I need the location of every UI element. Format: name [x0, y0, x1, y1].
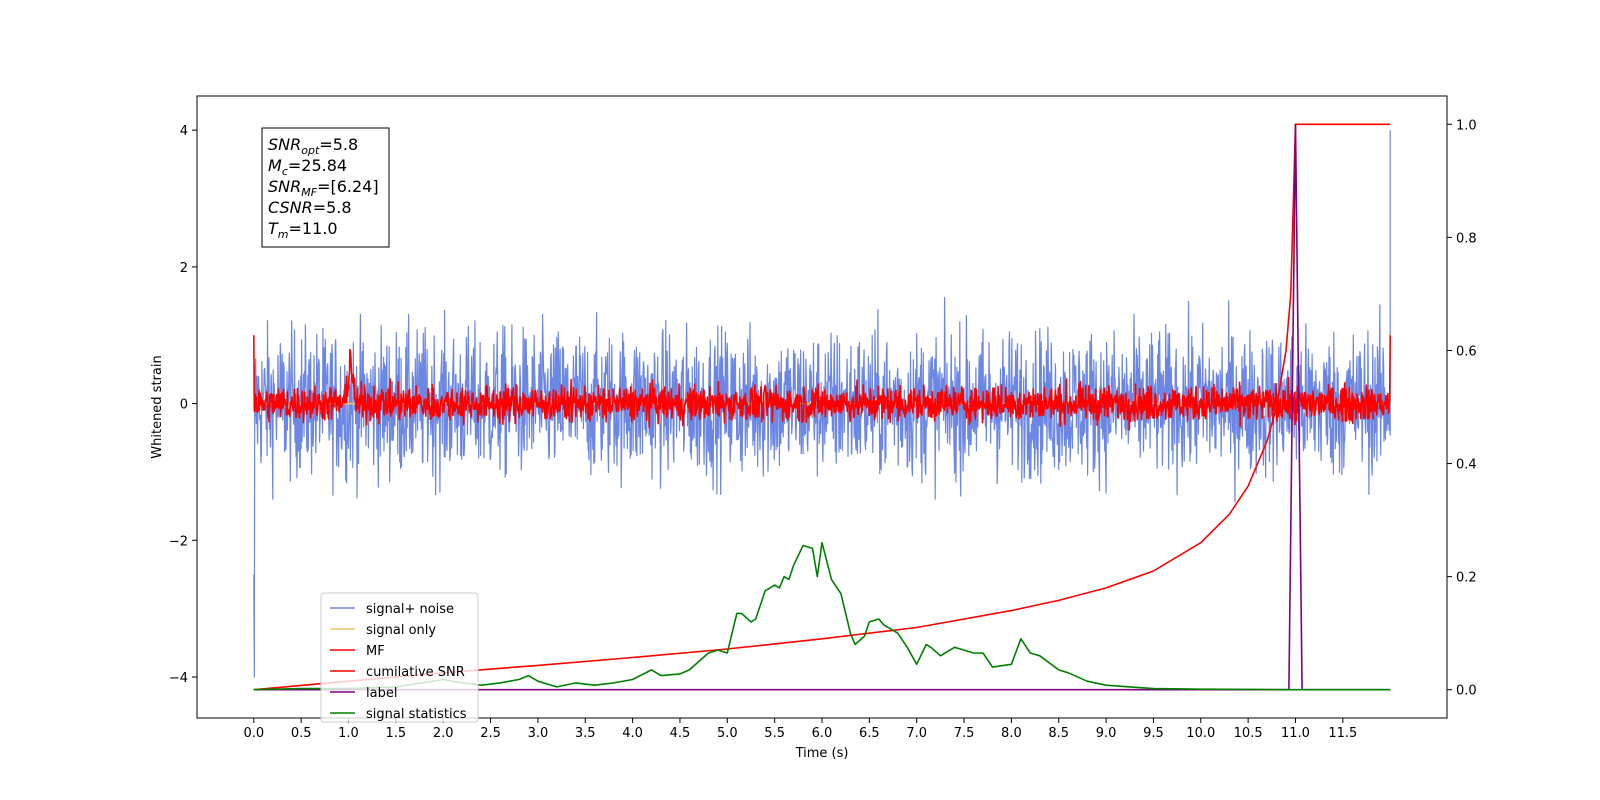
legend-label: signal statistics [366, 707, 467, 722]
x-tick-label: 11.5 [1328, 726, 1357, 741]
legend-label: label [366, 686, 397, 701]
legend-label: signal only [366, 623, 436, 638]
y-left-tick-label: 2 [180, 261, 188, 276]
series-cumilative-snr-line [253, 123, 1391, 691]
x-tick-label: 3.5 [575, 726, 596, 741]
x-tick-label: 2.5 [480, 726, 501, 741]
y-right-tick-label: 1.0 [1456, 118, 1477, 133]
y-right-tick-label: 0.2 [1456, 571, 1477, 586]
series-signal-statistics-line [253, 541, 1391, 691]
x-tick-label: 8.0 [1001, 726, 1022, 741]
legend-label: signal+ noise [366, 602, 454, 617]
x-tick-label: 5.0 [717, 726, 738, 741]
y-axis-right-ticks: 0.0 0.2 0.4 0.6 0.8 1.0 [1447, 118, 1477, 699]
x-tick-label: 0.0 [243, 726, 264, 741]
x-axis-label: Time (s) [795, 746, 849, 761]
x-axis-ticks: 0.0 0.5 1.0 1.5 2.0 2.5 3.0 3.5 4.0 4.5 5.0 5.5 6.0 6… [243, 718, 1357, 741]
y-left-tick-label: −4 [169, 671, 188, 686]
series-mf-line [253, 335, 1391, 431]
x-tick-label: 7.5 [954, 726, 975, 741]
x-tick-label: 2.0 [433, 726, 454, 741]
x-tick-label: 10.0 [1186, 726, 1215, 741]
series-signal-noise-line [253, 130, 1391, 678]
y-right-tick-label: 0.8 [1456, 231, 1477, 246]
annotation-line: SNRMF=[6.24] [268, 177, 379, 199]
x-tick-label: 8.5 [1048, 726, 1069, 741]
x-tick-label: 0.5 [291, 726, 312, 741]
x-tick-label: 1.5 [386, 726, 407, 741]
x-tick-label: 6.0 [812, 726, 833, 741]
x-tick-label: 11.0 [1281, 726, 1310, 741]
annotation-line: CSNR=5.8 [268, 198, 352, 217]
y-axis-left-ticks: −4 −2 0 2 4 [169, 124, 197, 686]
x-tick-label: 4.5 [670, 726, 691, 741]
x-tick-label: 10.5 [1234, 726, 1263, 741]
x-tick-label: 9.5 [1143, 726, 1164, 741]
y-left-tick-label: 0 [180, 398, 188, 413]
y-right-tick-label: 0.6 [1456, 344, 1477, 359]
legend-label: MF [366, 644, 385, 659]
y-left-tick-label: −2 [169, 534, 188, 549]
x-tick-label: 3.0 [528, 726, 549, 741]
y-left-tick-label: 4 [180, 124, 188, 139]
x-tick-label: 9.0 [1096, 726, 1117, 741]
annotation-line: Tm=11.0 [268, 219, 338, 241]
x-tick-label: 5.5 [764, 726, 785, 741]
y-right-tick-label: 0.4 [1456, 458, 1477, 473]
legend-label: cumilative SNR [366, 665, 465, 680]
legend: signal+ noise signal only MF cumilative SNR… [320, 592, 479, 723]
y-axis-label: Whitened strain [150, 355, 165, 458]
x-tick-label: 1.0 [338, 726, 359, 741]
series-layer [253, 123, 1391, 691]
annotation-line: SNRopt=5.8 [268, 135, 358, 157]
y-right-tick-label: 0.0 [1456, 684, 1477, 699]
x-tick-label: 6.5 [859, 726, 880, 741]
x-tick-label: 4.0 [622, 726, 643, 741]
annotation-line: Mc=25.84 [268, 156, 347, 178]
x-tick-label: 7.0 [906, 726, 927, 741]
